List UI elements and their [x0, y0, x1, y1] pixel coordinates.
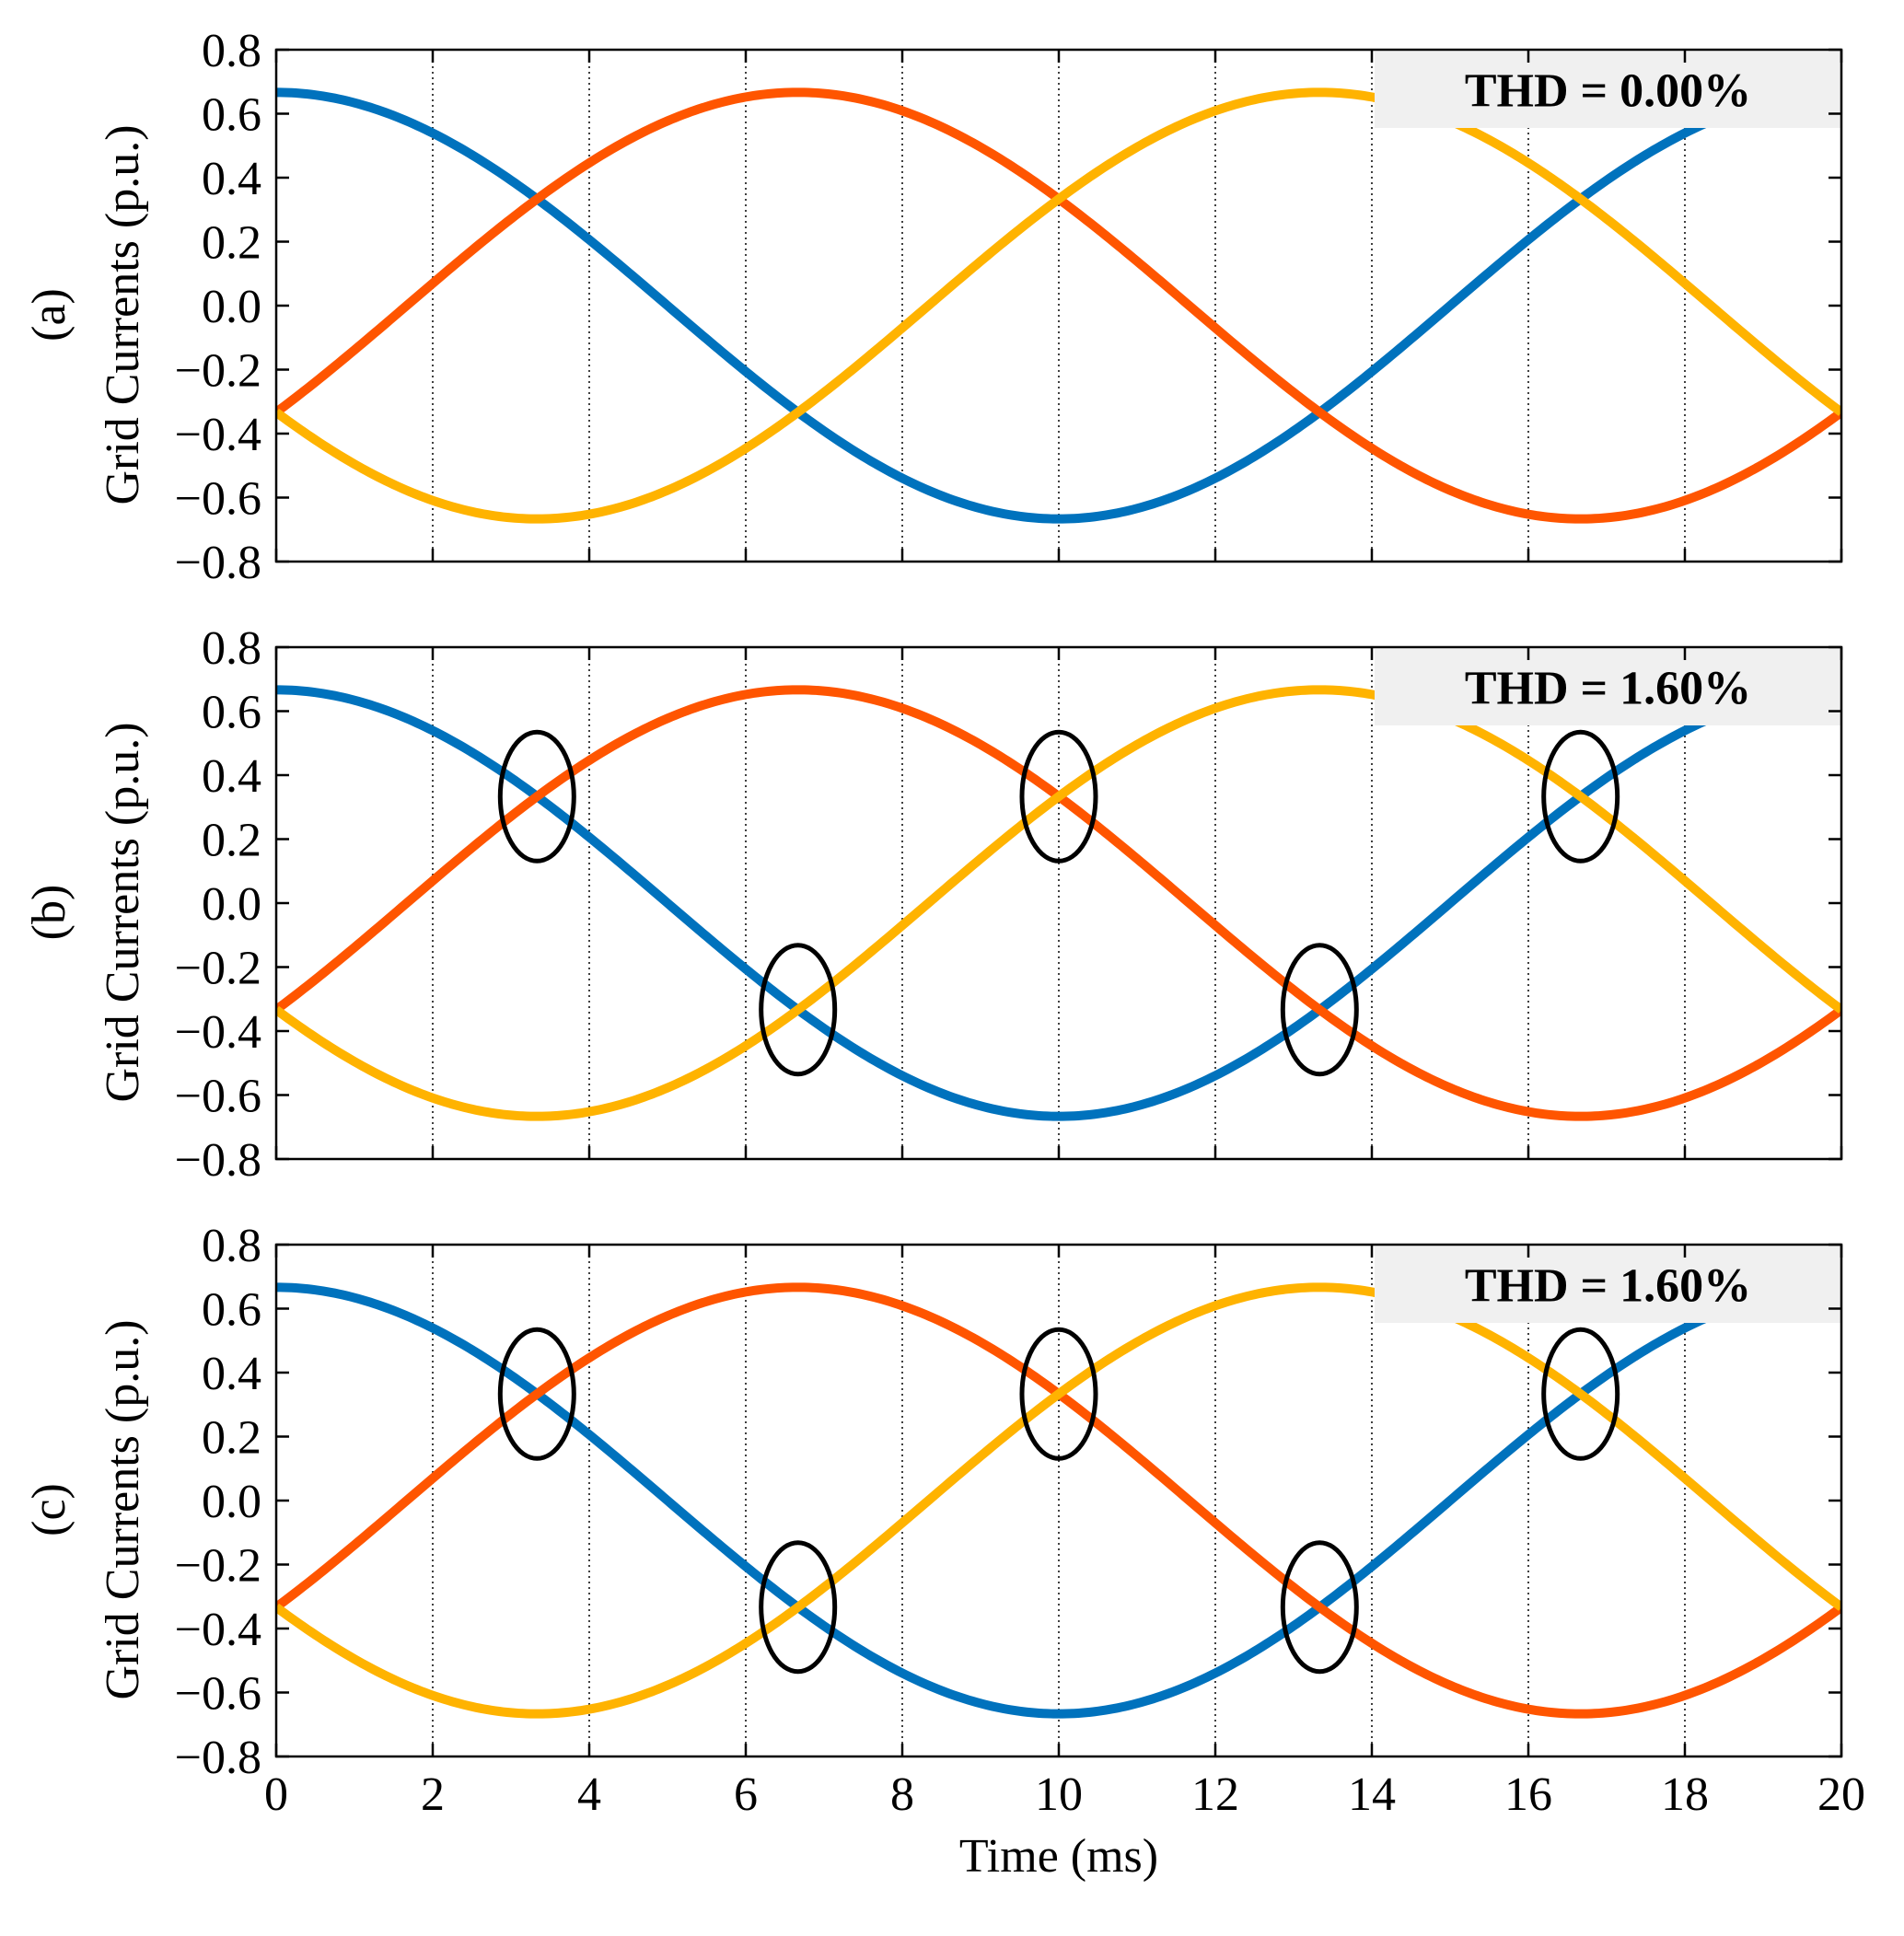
y-tick-label: 0.6: [202, 687, 261, 739]
series-phase-c: [276, 1282, 1841, 1719]
y-tick-label: −0.6: [175, 473, 261, 526]
y-tick-label: 0.6: [202, 1284, 261, 1337]
crossing-marker: [1019, 1327, 1098, 1461]
y-tick-label: −0.6: [175, 1071, 261, 1123]
x-tick-label: 8: [890, 1768, 914, 1821]
thd-label: THD = 0.00%: [1465, 65, 1751, 118]
thd-box: [1375, 649, 1841, 725]
y-axis-label: Grid Currents (p.u.): [97, 124, 149, 504]
series-phase-c: [276, 87, 1841, 524]
y-tick-label: 0.8: [202, 25, 261, 77]
y-tick-label: −0.6: [175, 1668, 261, 1721]
x-tick-label: 18: [1661, 1768, 1709, 1821]
y-axis-label: Grid Currents (p.u.): [97, 1319, 149, 1699]
x-tick-label: 2: [421, 1768, 445, 1821]
y-tick-label: 0.8: [202, 1220, 261, 1272]
y-tick-label: −0.4: [175, 1006, 261, 1059]
y-tick-label: −0.8: [175, 1134, 261, 1187]
y-tick-label: 0.0: [202, 878, 261, 931]
panel-tag: (b): [23, 885, 75, 941]
crossing-marker: [1280, 943, 1359, 1077]
panel-c: THD = 1.60% 0 2 4 6 8 10 12 14 16 18 20 −0.8 −0.6 −0.4…: [23, 1220, 1865, 1883]
crossing-marker: [497, 729, 576, 864]
y-tick-label: −0.2: [175, 345, 261, 398]
thd-label: THD = 1.60%: [1465, 1260, 1751, 1313]
y-axis-label: Grid Currents (p.u.): [97, 722, 149, 1102]
panel-tag: (c): [23, 1483, 75, 1536]
crossing-marker: [497, 1327, 576, 1461]
y-tick-label: 0.2: [202, 1412, 261, 1465]
thd-box: [1375, 52, 1841, 128]
y-tick-label: 0.2: [202, 217, 261, 270]
x-axis-label: Time (ms): [959, 1830, 1158, 1883]
x-tick-label: 0: [264, 1768, 288, 1821]
panel-a: THD = 0.00% −0.8 −0.6 −0.4 −0.2 0.0 0.2 0.4 0.6 0…: [23, 25, 1843, 589]
x-tick-label: 10: [1035, 1768, 1083, 1821]
y-tick-label: 0.6: [202, 89, 261, 142]
y-tick-label: 0.2: [202, 815, 261, 867]
x-tick-label: 6: [734, 1768, 758, 1821]
x-tick-label: 14: [1348, 1768, 1396, 1821]
x-tick-label: 4: [577, 1768, 601, 1821]
y-tick-label: 0.4: [202, 153, 261, 205]
y-tick-label: −0.2: [175, 1540, 261, 1593]
thd-box: [1375, 1246, 1841, 1323]
panel-tag: (a): [23, 288, 75, 342]
y-tick-label: 0.0: [202, 1476, 261, 1528]
x-tick-label: 12: [1191, 1768, 1239, 1821]
crossing-marker: [759, 943, 838, 1077]
panel-b: THD = 1.60% −0.8 −0.6 −0.4 −0.2 0.0 0.2 0.4 0.6 0…: [23, 622, 1843, 1187]
x-tick-label: 16: [1504, 1768, 1552, 1821]
y-tick-label: −0.8: [175, 537, 261, 589]
y-tick-label: −0.2: [175, 943, 261, 995]
crossing-marker: [1280, 1540, 1359, 1675]
crossing-marker: [1019, 729, 1098, 864]
thd-label: THD = 1.60%: [1465, 663, 1751, 715]
y-tick-label: 0.4: [202, 1348, 261, 1400]
y-tick-label: 0.0: [202, 281, 261, 333]
y-tick-label: −0.4: [175, 409, 261, 461]
crossing-marker: [759, 1540, 838, 1675]
series-phase-c: [276, 685, 1841, 1121]
crossing-marker: [1541, 1327, 1620, 1461]
y-tick-label: 0.8: [202, 622, 261, 675]
y-tick-label: 0.4: [202, 750, 261, 803]
x-tick-label: 20: [1817, 1768, 1865, 1821]
y-tick-label: −0.4: [175, 1604, 261, 1656]
crossing-marker: [1541, 729, 1620, 864]
y-tick-label: −0.8: [175, 1732, 261, 1784]
